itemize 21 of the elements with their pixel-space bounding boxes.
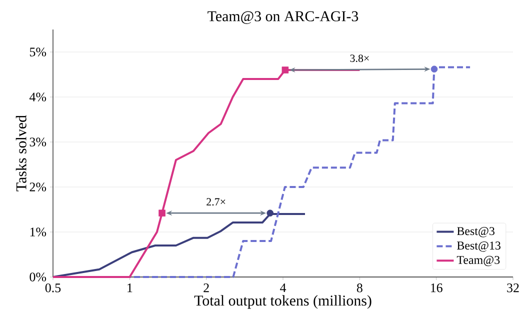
legend-label: Team@3 bbox=[456, 256, 500, 266]
x-axis-title: Total output tokens (millions) bbox=[194, 295, 372, 309]
x-tick-label: 8 bbox=[356, 284, 362, 292]
legend-label: Best@13 bbox=[457, 241, 500, 252]
legend-label: Best@3 bbox=[457, 227, 494, 238]
y-tick-label: 5% bbox=[30, 48, 46, 56]
x-tick-label: 2 bbox=[204, 284, 209, 292]
x-tick-label: 32 bbox=[507, 284, 519, 292]
y-tick-label: 0% bbox=[30, 272, 46, 282]
x-tick-label: 0.5 bbox=[45, 284, 61, 292]
y-tick-label: 3% bbox=[30, 138, 46, 146]
x-tick-label: 4 bbox=[280, 284, 286, 292]
y-tick-label: 2% bbox=[30, 182, 46, 192]
annotation: 2.7× bbox=[206, 198, 226, 206]
y-tick-label: 4% bbox=[29, 92, 46, 102]
x-tick-label: 1 bbox=[128, 284, 132, 292]
y-tick-label: 1% bbox=[30, 228, 46, 236]
x-tick-label: 16 bbox=[431, 284, 442, 292]
chart-title: Team@3 on ARC-AGI-3 bbox=[208, 11, 358, 24]
y-axis-title: Tasks solved bbox=[16, 115, 26, 192]
annotation: 3.8× bbox=[350, 54, 369, 62]
